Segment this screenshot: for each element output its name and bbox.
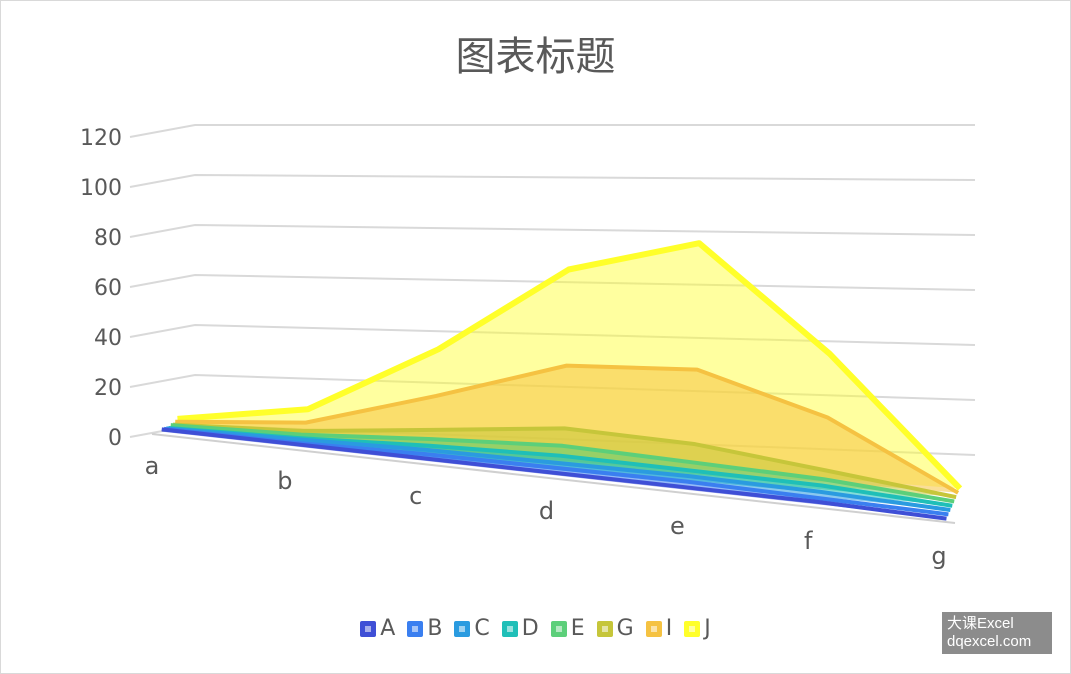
y-tick-label: 40 <box>94 326 122 351</box>
legend-swatch <box>407 620 424 637</box>
y-tick-label: 60 <box>94 276 122 301</box>
legend-item-A: A <box>360 616 395 641</box>
x-tick-label: c <box>409 482 422 510</box>
watermark-line2: dqexcel.com <box>947 633 1032 650</box>
watermark-line1: 大课Excel <box>947 615 1014 632</box>
y-tick-label: 100 <box>80 176 122 201</box>
x-tick-label: b <box>277 467 292 495</box>
x-axis-line <box>151 433 956 524</box>
legend-item-G: G <box>596 616 634 641</box>
legend-item-C: C <box>454 616 490 641</box>
legend-item-D: D <box>501 616 539 641</box>
legend-label: D <box>521 616 539 641</box>
legend-label: G <box>616 616 634 641</box>
x-tick-label: f <box>804 527 813 555</box>
y-tick-label: 120 <box>80 126 122 151</box>
legend-label: J <box>704 616 711 641</box>
x-tick-label: g <box>931 542 946 570</box>
legend-swatch <box>684 620 701 637</box>
gridline <box>129 223 976 238</box>
gridline <box>129 273 976 291</box>
y-tick-label: 0 <box>108 426 122 451</box>
chart-title: 图表标题 <box>455 34 616 80</box>
legend-swatch <box>454 620 471 637</box>
legend-label: B <box>427 616 443 641</box>
legend-swatch <box>550 620 567 637</box>
series-line-J <box>177 240 963 491</box>
legend-label: I <box>665 616 673 641</box>
gridline <box>129 124 975 138</box>
x-tick-label: e <box>670 512 685 540</box>
x-tick-label: a <box>145 452 160 480</box>
legend-item-E: E <box>550 616 585 641</box>
legend-swatch <box>645 620 662 637</box>
series-line-G <box>172 422 957 500</box>
legend-label: A <box>380 616 396 641</box>
legend-item-I: I <box>645 616 673 641</box>
legend-item-B: B <box>407 616 442 641</box>
x-tick-label: d <box>539 497 554 525</box>
series-line-C <box>166 426 951 513</box>
series-line-E <box>170 423 955 504</box>
gridline <box>129 323 976 346</box>
legend-item-J: J <box>684 616 711 641</box>
legend-swatch <box>360 620 377 637</box>
gridline <box>129 173 976 188</box>
watermark-badge: 大课Excel dqexcel.com <box>942 612 1052 654</box>
y-tick-label: 80 <box>94 226 122 251</box>
legend-label: C <box>474 616 490 641</box>
legend-swatch <box>501 620 518 637</box>
legend-swatch <box>596 620 613 637</box>
series-line-I <box>175 363 960 495</box>
series-line-A <box>161 427 947 521</box>
y-tick-label: 20 <box>94 376 122 401</box>
legend-label: E <box>570 616 585 641</box>
